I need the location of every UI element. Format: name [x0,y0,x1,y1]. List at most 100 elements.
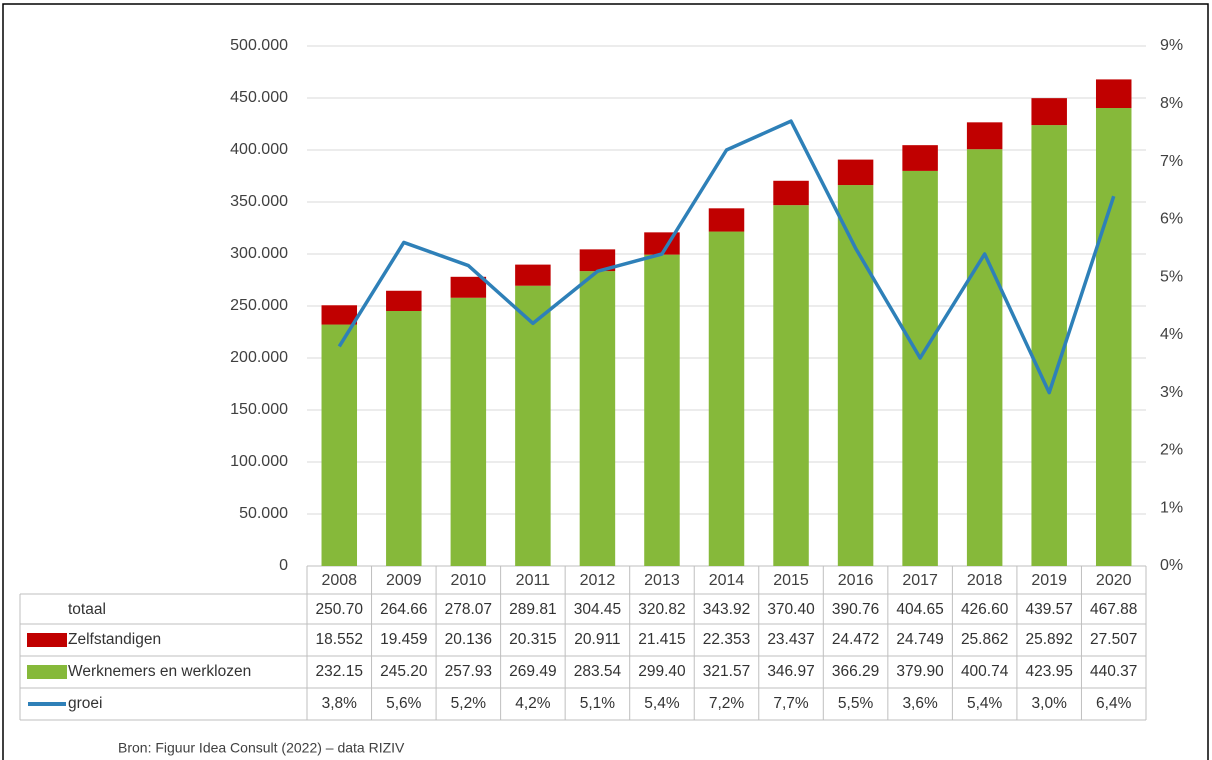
table-cell: 299.40 [638,663,686,680]
table-cell: 289.81 [509,601,556,618]
source-note: Bron: Figuur Idea Consult (2022) – data … [118,740,405,756]
y2-tick-label: 3% [1160,384,1183,401]
x-tick-label: 2020 [1096,572,1132,589]
y-tick-label: 200.000 [230,349,288,366]
y-tick-label: 150.000 [230,401,288,418]
table-cell: 264.66 [380,601,427,618]
y2-tick-label: 9% [1160,37,1183,54]
bar-segment [386,310,422,566]
table-cell: 390.76 [832,601,879,618]
legend-label: Werknemers en werklozen [68,663,251,680]
table-cell: 346.97 [767,663,814,680]
x-tick-label: 2019 [1031,572,1067,589]
table-cell: 269.49 [509,663,556,680]
y-tick-label: 250.000 [230,297,288,314]
table-cell: 25.892 [1025,631,1072,648]
table-cell: 5,5% [838,695,874,712]
bar-segment [902,170,938,567]
frame [2,3,1209,760]
bar-segment [450,297,487,566]
table-cell: 7,7% [773,695,809,712]
table-cell: 321.57 [703,663,750,680]
table-cell: 250.70 [316,601,364,618]
y2-tick-label: 5% [1160,268,1183,285]
bar-segment [515,285,551,566]
x-tick-label: 2017 [902,572,938,589]
table-cell: 370.40 [767,601,815,618]
table-cell: 343.92 [703,601,750,618]
table-cell: 5,4% [967,695,1003,712]
table-cell: 23.437 [767,631,814,648]
y-tick-label: 50.000 [239,505,288,522]
x-tick-label: 2018 [967,572,1003,589]
table-cell: 4,2% [515,695,551,712]
table-cell: 19.459 [380,631,427,648]
y2-tick-label: 0% [1160,557,1183,574]
legend-label: Zelfstandigen [68,631,161,648]
bar-segment [902,145,938,171]
line-series [337,119,1116,395]
x-tick-label: 2013 [644,572,680,589]
y-tick-label: 400.000 [230,141,288,158]
bar-segment [966,149,1003,566]
y-tick-label: 450.000 [230,89,288,106]
bar-segment [708,231,745,566]
table-cell: 3,6% [902,695,938,712]
table-cell: 24.749 [896,631,943,648]
x-tick-label: 2011 [516,572,551,589]
table-cell: 7,2% [709,695,745,712]
bar-segment [321,305,358,325]
table-cell: 439.57 [1025,601,1072,618]
table-cell: 232.15 [316,663,363,680]
table-cell: 304.45 [574,601,621,618]
table-cell: 426.60 [961,601,1009,618]
bar-segment [773,180,809,206]
bar-segment [1095,79,1132,109]
y-tick-label: 350.000 [230,193,288,210]
y-tick-label: 300.000 [230,245,288,262]
legend-swatch [27,633,67,647]
bar-segment [450,276,487,298]
bar-segment [773,205,809,567]
table-cell: 5,6% [386,695,422,712]
table-cell: 423.95 [1025,663,1072,680]
table-cell: 24.472 [832,631,879,648]
table-cell: 25.862 [961,631,1008,648]
bar-segment [515,264,551,286]
y2-tick-label: 4% [1160,326,1183,343]
bar-segment [1031,125,1067,566]
table-cell: 6,4% [1096,695,1132,712]
bar-segment [321,324,358,566]
x-tick-label: 2016 [838,572,874,589]
table-cell: 278.07 [445,601,492,618]
table-cell: 3,0% [1032,695,1068,712]
x-tick-label: 2009 [386,572,422,589]
table-cell: 20.136 [445,631,492,648]
table-cell: 379.90 [896,663,944,680]
x-tick-label: 2010 [451,572,487,589]
table-cell: 320.82 [638,601,685,618]
bar-segment [579,271,616,566]
y-tick-label: 100.000 [230,453,288,470]
table-cell: 5,4% [644,695,680,712]
table-cell: 400.74 [961,663,1009,680]
y2-tick-label: 7% [1160,153,1183,170]
y2-tick-label: 1% [1160,499,1183,516]
legend-swatch [27,665,67,679]
table-cell: 404.65 [896,601,943,618]
y-tick-label: 0 [279,557,288,574]
bar-segment [1031,98,1067,126]
table-cell: 467.88 [1090,601,1137,618]
legend-label: groei [68,695,102,712]
table-cell: 20.315 [509,631,556,648]
table-cell: 20.911 [574,631,620,648]
y2-tick-label: 6% [1160,211,1183,228]
table-cell: 5,1% [580,695,616,712]
y-tick-label: 500.000 [230,37,288,54]
x-tick-label: 2015 [773,572,809,589]
bar-segment [1095,108,1132,566]
table-cell: 283.54 [574,663,622,680]
bar-segment [579,249,616,272]
table-row-label: totaal [68,601,106,618]
